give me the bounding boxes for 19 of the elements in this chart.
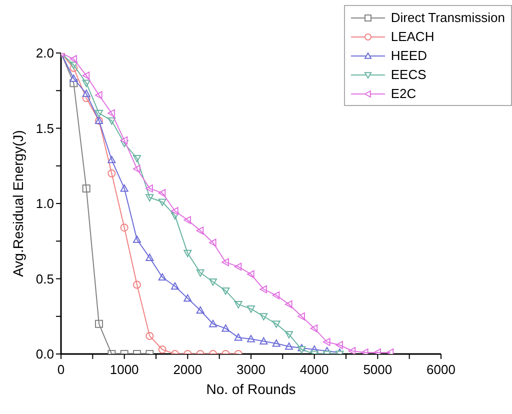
y-tick-label: 0.0: [36, 346, 54, 362]
legend-label: Direct Transmission: [390, 10, 505, 25]
legend-label: HEED: [390, 48, 427, 63]
y-tick-label: 2.0: [36, 46, 54, 61]
y-tick-label: 1.5: [36, 120, 54, 136]
y-axis-title: Avg.Residual Energy(J): [10, 130, 26, 277]
x-tick-label: 2000: [173, 362, 202, 378]
x-tick-label: 4000: [300, 362, 329, 378]
y-tick-label: 1.0: [36, 196, 54, 212]
x-tick-label: 0: [57, 362, 65, 378]
x-tick-label: 5000: [363, 362, 392, 378]
x-tick-label: 6000: [426, 362, 456, 378]
x-tick-label: 3000: [236, 362, 266, 378]
legend-label: LEACH: [390, 29, 434, 44]
x-axis-title: No. of Rounds: [206, 381, 296, 397]
legend-label: EECS: [390, 67, 426, 82]
y-tick-label: 0.5: [36, 271, 54, 286]
x-tick-label: 1000: [110, 362, 139, 378]
legend-label: E2C: [390, 86, 416, 101]
